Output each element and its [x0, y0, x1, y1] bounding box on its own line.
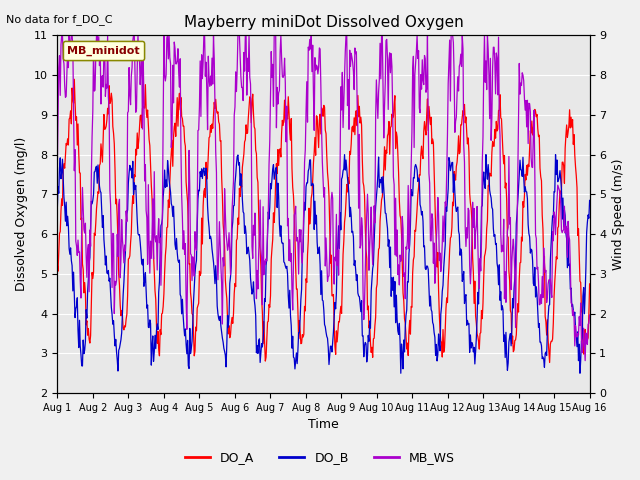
Legend: MB_minidot: MB_minidot [63, 41, 145, 60]
Y-axis label: Wind Speed (m/s): Wind Speed (m/s) [612, 158, 625, 270]
Y-axis label: Dissolved Oxygen (mg/l): Dissolved Oxygen (mg/l) [15, 137, 28, 291]
Title: Mayberry miniDot Dissolved Oxygen: Mayberry miniDot Dissolved Oxygen [184, 15, 463, 30]
X-axis label: Time: Time [308, 419, 339, 432]
Text: No data for f_DO_C: No data for f_DO_C [6, 14, 113, 25]
Legend: DO_A, DO_B, MB_WS: DO_A, DO_B, MB_WS [180, 446, 460, 469]
